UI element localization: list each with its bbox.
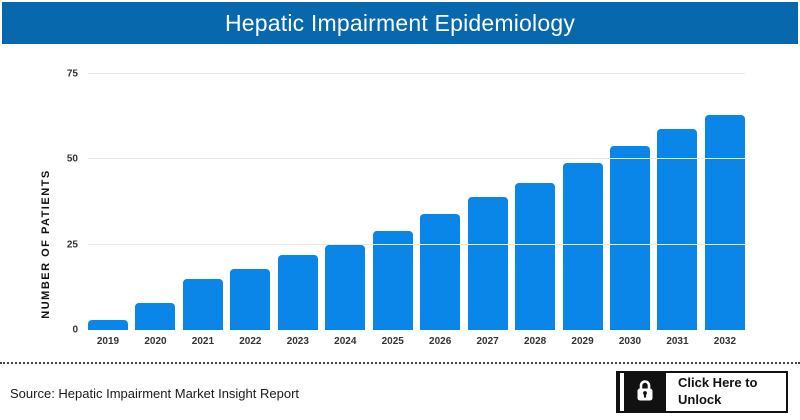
gridline-50 [88,158,745,160]
x-tick-label-2032: 2032 [713,336,737,347]
bar-2019 [88,319,128,330]
x-tick-label-2022: 2022 [239,336,262,347]
bar-chart: NUMBER OF PATIENTS 0 25 50 75 2019 2020 2021 2… [0,44,800,362]
bars-row [88,74,745,330]
gridline-75 [88,73,745,74]
source-text: Source: Hepatic Impairment Market Insigh… [10,386,300,401]
unlock-button[interactable]: Click Here to Unlock [616,371,788,413]
x-tick-label-2020: 2020 [144,336,167,347]
bar-2029 [562,162,603,330]
plot-area [88,73,745,330]
footer-divider [0,362,800,364]
x-tick-label-2029: 2029 [571,336,594,347]
bar-2025 [372,231,413,330]
x-tick-label-2028: 2028 [523,336,547,347]
gridline-25 [88,243,745,245]
y-tick-label-75: 75 [66,68,78,80]
unlock-button-label: Click Here to Unlock [678,375,758,407]
bar-2023 [277,254,318,330]
x-tick-label-2021: 2021 [191,336,215,347]
y-axis-ticks: 0 25 50 75 [54,69,82,336]
x-tick-label-2031: 2031 [666,336,689,347]
x-axis-labels: 2019 2020 2021 2022 2023 2024 2025 2026 2027 2028… [88,336,745,347]
x-tick-label-2030: 2030 [618,336,642,347]
x-tick-label-2025: 2025 [381,336,404,347]
bar-2024 [325,244,366,330]
bar-2022 [230,268,271,330]
x-tick-label-2019: 2019 [96,336,120,347]
x-tick-label-2026: 2026 [429,336,452,347]
header-bar: Hepatic Impairment Epidemiology [2,2,798,44]
y-axis-title: NUMBER OF PATIENTS [40,169,52,319]
bar-2020 [135,302,176,330]
bar-2032 [704,114,745,330]
y-tick-label-50: 50 [66,153,78,165]
x-tick-label-2023: 2023 [286,336,309,347]
page-title: Hepatic Impairment Epidemiology [224,9,576,36]
y-tick-label-0: 0 [72,324,78,336]
x-tick-label-2027: 2027 [476,336,499,347]
bar-2021 [182,278,223,330]
bar-2031 [657,128,698,330]
lock-box [624,373,666,411]
bar-2027 [467,196,508,330]
lock-icon [635,379,655,405]
bar-2030 [609,145,650,330]
bar-2028 [515,183,556,330]
bar-2026 [420,213,461,330]
y-tick-label-25: 25 [66,239,78,251]
x-tick-label-2024: 2024 [334,336,357,347]
